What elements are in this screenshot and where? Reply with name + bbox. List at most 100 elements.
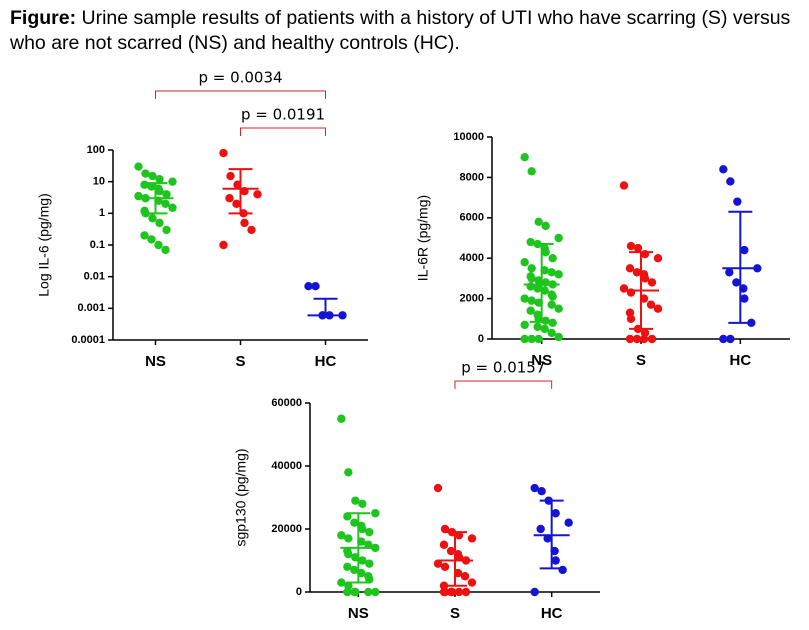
dot — [344, 550, 353, 559]
y-tick-label: 0 — [478, 333, 484, 345]
dot — [632, 334, 642, 344]
dot — [527, 264, 536, 273]
dot — [551, 556, 560, 565]
dot — [625, 334, 635, 344]
dot — [439, 587, 449, 597]
dot — [647, 278, 657, 287]
dot — [632, 268, 642, 277]
dot — [155, 186, 164, 196]
x-tick-label: HC — [315, 353, 337, 370]
dot — [633, 243, 643, 253]
dot — [365, 527, 374, 537]
dot — [520, 320, 529, 330]
dot — [533, 284, 542, 293]
dot — [726, 334, 735, 344]
dot — [527, 274, 536, 283]
dot — [719, 334, 728, 344]
x-tick-label: HC — [541, 605, 563, 622]
dot — [533, 322, 542, 332]
dot — [558, 565, 567, 575]
dot — [161, 245, 170, 255]
x-tick-label: NS — [348, 605, 369, 622]
dot — [446, 587, 456, 597]
dot — [536, 524, 545, 534]
dot — [527, 334, 536, 344]
dot — [439, 540, 449, 549]
dot — [148, 214, 157, 223]
x-tick-label: NS — [531, 352, 552, 369]
dot — [240, 218, 249, 228]
dot — [365, 575, 374, 584]
dot — [726, 177, 735, 186]
dot — [154, 240, 163, 250]
dot — [226, 171, 235, 181]
dot — [440, 562, 450, 571]
dot — [433, 483, 443, 493]
y-tick-label: 40000 — [271, 460, 302, 472]
dot — [253, 190, 262, 199]
y-axis-label: Log IL-6 (pg/mg) — [36, 193, 52, 297]
dot — [350, 587, 359, 597]
dot — [640, 274, 650, 283]
dot — [351, 496, 360, 505]
dot — [365, 559, 374, 568]
dot — [740, 245, 749, 255]
dot — [733, 197, 742, 206]
dot — [168, 203, 177, 212]
dot — [719, 165, 728, 174]
dot — [454, 531, 464, 540]
dot — [725, 268, 734, 277]
dot — [337, 531, 346, 540]
dot — [520, 153, 529, 162]
dot — [534, 217, 543, 227]
y-tick-label: 100 — [87, 144, 105, 156]
dot — [461, 587, 471, 597]
x-tick-label: S — [235, 353, 245, 370]
dot — [350, 565, 359, 575]
y-tick-label: 10000 — [453, 131, 484, 143]
dot — [161, 199, 170, 209]
dot — [530, 483, 539, 493]
dot — [554, 270, 563, 279]
dot — [141, 169, 150, 178]
x-tick-label: NS — [145, 353, 166, 370]
dot — [551, 509, 560, 518]
figure-label: Figure: — [10, 7, 77, 29]
dot — [140, 231, 149, 240]
dot — [530, 587, 539, 597]
dot — [155, 174, 164, 184]
dot — [526, 306, 535, 315]
dot — [358, 499, 367, 508]
dot — [548, 254, 557, 263]
dot — [134, 162, 143, 171]
dot — [162, 225, 171, 235]
dot — [344, 468, 353, 477]
dot — [626, 241, 636, 251]
x-tick-label: S — [636, 352, 646, 369]
y-tick-label: 20000 — [271, 523, 302, 535]
y-axis-label: IL-6R (pg/mg) — [415, 195, 431, 281]
dot — [155, 218, 164, 228]
dot — [543, 534, 552, 543]
dot — [364, 587, 373, 597]
y-tick-label: 0.001 — [77, 302, 105, 314]
dot — [219, 148, 228, 158]
significance-bracket — [454, 380, 553, 389]
dot — [732, 278, 741, 287]
dot — [467, 578, 477, 587]
x-tick-label: S — [450, 605, 460, 622]
caption-text: Urine sample results of patients with a … — [10, 7, 791, 54]
p-value: p = 0.0157 — [461, 359, 545, 377]
dot — [639, 334, 649, 344]
y-tick-label: 0.0001 — [71, 334, 105, 346]
dot — [147, 235, 156, 244]
dot — [304, 281, 313, 291]
dot — [344, 581, 353, 590]
dot — [337, 414, 346, 423]
y-tick-label: 1 — [99, 207, 105, 219]
dot — [564, 518, 573, 527]
y-tick-label: 6000 — [460, 212, 484, 224]
x-tick-label: HC — [729, 352, 751, 369]
y-tick-label: 60000 — [271, 397, 302, 409]
